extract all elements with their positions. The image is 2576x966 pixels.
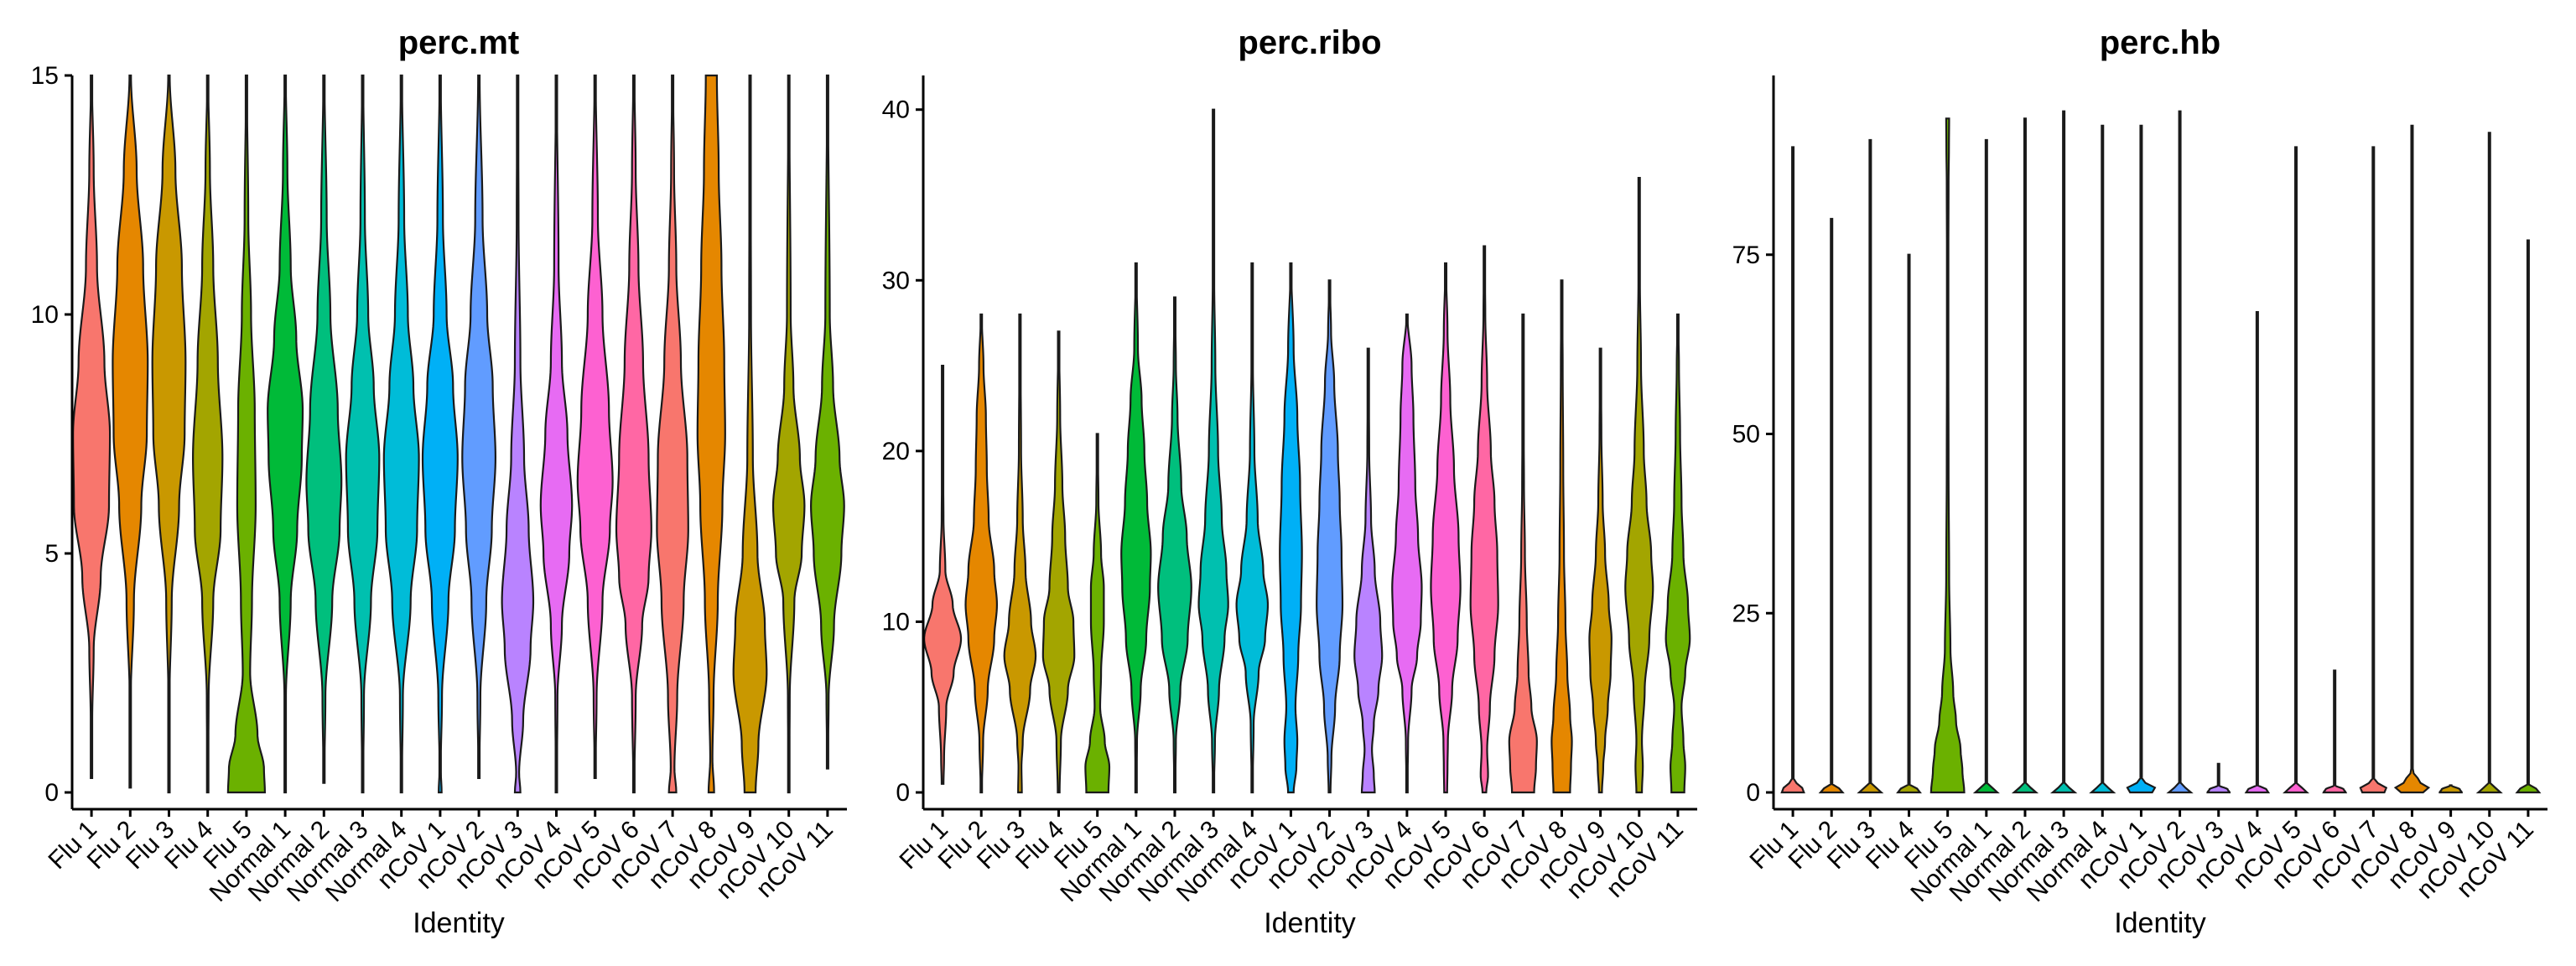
y-tick-label: 20 [882, 438, 910, 465]
violin-normal-2 [2011, 117, 2039, 794]
violin-flu-4 [1041, 330, 1076, 794]
y-tick-label: 0 [44, 779, 59, 807]
panel-title: perc.mt [398, 24, 520, 61]
violin-ncov-10 [771, 74, 806, 794]
x-axis-label: Identity [2114, 907, 2206, 939]
violin-flu-2 [964, 313, 999, 794]
violin-ncov-10 [1624, 177, 1654, 794]
violin-ncov-10 [2475, 132, 2503, 794]
violin-ncov-11 [2515, 239, 2542, 794]
violin-flu-2 [1818, 217, 1845, 794]
violin-flu-3 [1857, 138, 1884, 794]
violin-normal-4 [2089, 124, 2116, 794]
y-tick-label: 0 [896, 779, 910, 807]
violin-ncov-5 [1430, 262, 1462, 794]
violin-flu-1 [72, 74, 112, 779]
violin-ncov-6 [615, 74, 652, 794]
violin-ncov-2 [461, 74, 497, 779]
violin-ncov-7 [1508, 313, 1538, 794]
violin-ncov-8 [2393, 124, 2431, 794]
y-tick-label: 50 [1732, 421, 1760, 449]
y-tick-label: 5 [44, 540, 59, 568]
y-tick-label: 10 [882, 608, 910, 636]
violin-ncov-1 [2126, 124, 2157, 794]
violin-normal-1 [1120, 262, 1152, 794]
violin-flu-1 [923, 364, 963, 785]
violin-ncov-2 [1316, 279, 1344, 794]
panel-title: perc.ribo [1238, 24, 1381, 61]
violin-flu-3 [151, 74, 187, 794]
violin-ncov-4 [539, 74, 574, 794]
y-tick-label: 10 [31, 301, 59, 329]
violin-ncov-2 [2166, 110, 2194, 794]
violin-flu-5 [1929, 117, 1966, 794]
violin-ncov-7 [2359, 146, 2388, 794]
violin-normal-2 [1157, 296, 1192, 794]
violin-ncov-4 [1391, 313, 1423, 794]
panel-title: perc.hb [2100, 24, 2220, 61]
x-axis-label: Identity [413, 907, 505, 939]
violin-ncov-3 [501, 74, 535, 794]
violin-ncov-1 [421, 74, 459, 794]
violin-flu-4 [1896, 253, 1922, 794]
y-tick-label: 25 [1732, 600, 1760, 627]
violin-flu-1 [1780, 146, 1805, 794]
violin-normal-4 [382, 74, 420, 794]
violin-ncov-9 [732, 74, 768, 794]
violin-ncov-6 [1469, 245, 1499, 794]
y-tick-label: 15 [31, 62, 59, 90]
violin-ncov-11 [809, 74, 845, 770]
violin-flu-5 [226, 74, 267, 794]
violin-normal-3 [345, 74, 381, 794]
violin-ncov-7 [656, 74, 689, 794]
violin-flu-2 [112, 74, 149, 789]
violin-ncov-3 [1353, 347, 1384, 794]
violin-ncov-1 [1279, 262, 1303, 794]
violin-ncov-8 [696, 74, 726, 794]
violin-ncov-4 [2244, 311, 2271, 794]
violin-ncov-5 [2283, 146, 2310, 794]
violin-normal-3 [2049, 110, 2078, 794]
violin-ncov-11 [1665, 313, 1691, 794]
violin-normal-1 [267, 74, 304, 794]
y-tick-label: 30 [882, 267, 910, 294]
violin-ncov-9 [2438, 784, 2463, 794]
violin-normal-2 [305, 74, 343, 784]
y-tick-label: 0 [1746, 779, 1760, 807]
violin-normal-1 [1972, 138, 2000, 794]
violin-ncov-6 [2322, 669, 2348, 794]
violin-flu-3 [1003, 313, 1037, 794]
y-tick-label: 40 [882, 96, 910, 124]
violin-normal-4 [1235, 262, 1270, 794]
violin-normal-3 [1197, 108, 1229, 794]
violin-ncov-8 [1550, 279, 1573, 794]
x-axis-label: Identity [1264, 907, 1356, 939]
violin-ncov-5 [576, 74, 614, 779]
violin-flu-4 [191, 74, 224, 794]
violin-ncov-9 [1588, 347, 1613, 794]
y-tick-label: 75 [1732, 242, 1760, 269]
violin-ncov-3 [2206, 762, 2231, 794]
violin-flu-5 [1084, 433, 1111, 794]
